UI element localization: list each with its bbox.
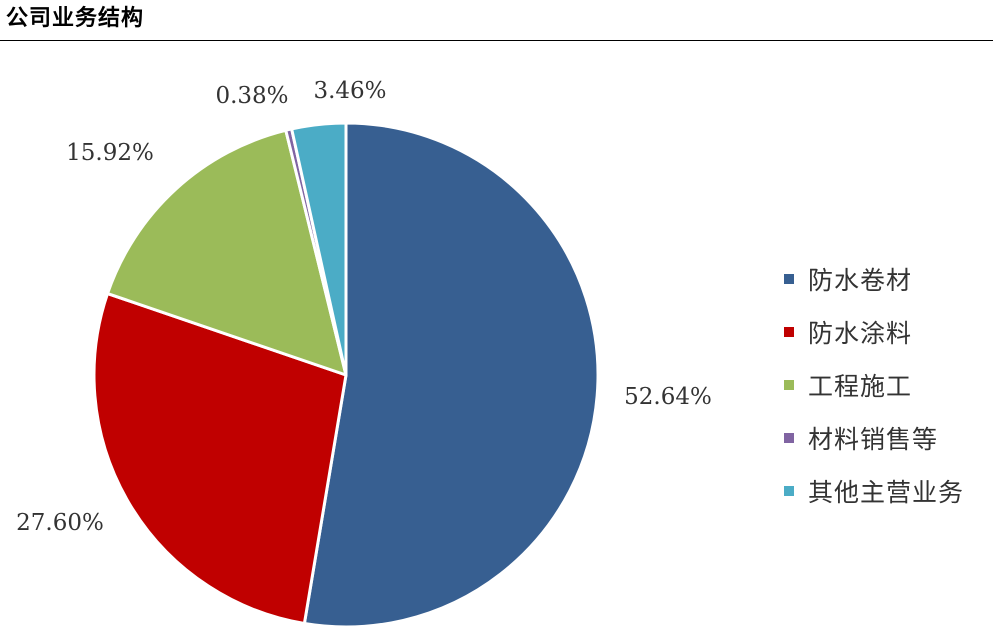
slice-engineering-construction <box>106 128 348 377</box>
legend-label: 工程施工 <box>808 371 913 401</box>
legend-other-business: 其他主营业务 <box>784 464 964 517</box>
label-waterproof-membrane: 52.64% <box>624 384 712 410</box>
legend-waterproof-membrane: 防水卷材 <box>784 252 964 305</box>
label-waterproof-coating: 27.60% <box>16 510 104 536</box>
chart-legend: 防水卷材防水涂料工程施工材料销售等其他主营业务 <box>784 252 964 517</box>
legend-swatch <box>784 485 794 496</box>
slice-waterproof-coating <box>92 292 348 626</box>
legend-label: 防水卷材 <box>808 265 913 295</box>
legend-label: 材料销售等 <box>808 424 939 454</box>
legend-swatch <box>784 326 794 337</box>
pie-value-labels: 52.64% 27.60% 15.92% 0.38% 3.46% <box>16 78 712 536</box>
legend-swatch <box>784 273 794 284</box>
legend-label: 其他主营业务 <box>808 477 965 507</box>
pie-slices <box>92 121 600 629</box>
legend-swatch <box>784 432 794 443</box>
title-divider <box>0 40 993 41</box>
legend-waterproof-coating: 防水涂料 <box>784 305 964 358</box>
legend-label: 防水涂料 <box>808 318 913 348</box>
label-material-sales: 0.38% <box>215 83 288 109</box>
legend-material-sales: 材料销售等 <box>784 411 964 464</box>
legend-swatch <box>784 379 794 390</box>
slice-waterproof-membrane <box>302 121 600 629</box>
slice-other-business <box>290 121 348 377</box>
legend-engineering-construction: 工程施工 <box>784 358 964 411</box>
label-engineering-construction: 15.92% <box>66 140 154 166</box>
page-title: 公司业务结构 <box>6 6 145 31</box>
label-other-business: 3.46% <box>313 78 386 104</box>
